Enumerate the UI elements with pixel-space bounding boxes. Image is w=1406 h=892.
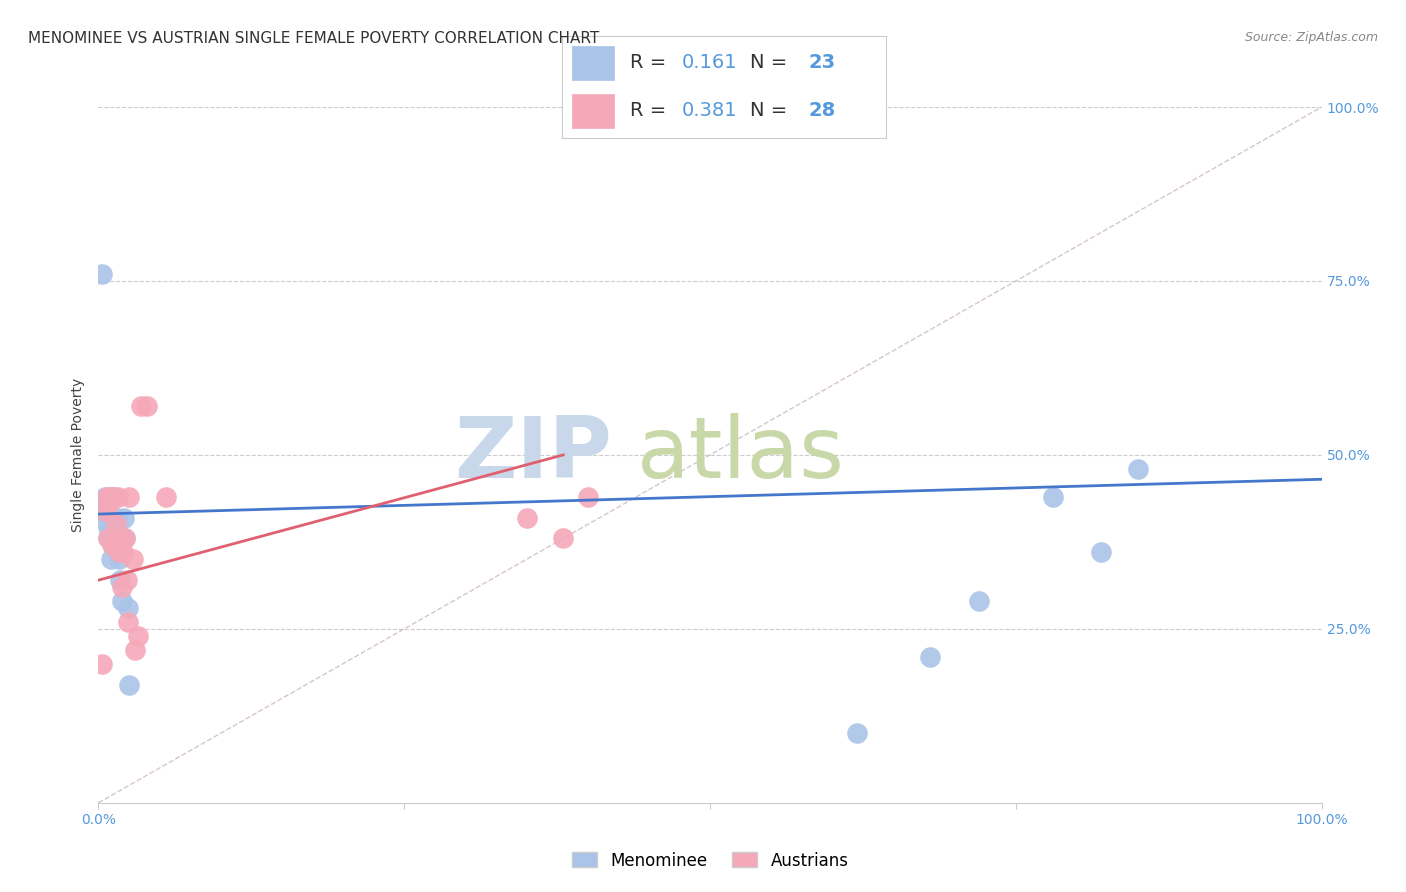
- Text: R =: R =: [630, 53, 673, 72]
- Point: [100, 490, 122, 504]
- Legend: Menominee, Austrians: Menominee, Austrians: [564, 843, 856, 878]
- Point: [124, 642, 146, 657]
- Point: [553, 532, 575, 546]
- Point: [91, 503, 114, 517]
- Point: [129, 399, 152, 413]
- Point: [96, 490, 118, 504]
- Point: [515, 510, 537, 524]
- Point: [1128, 462, 1150, 476]
- Point: [91, 267, 114, 281]
- Point: [111, 580, 134, 594]
- Point: [93, 490, 115, 504]
- Point: [155, 490, 177, 504]
- Point: [100, 552, 122, 566]
- Point: [97, 532, 120, 546]
- Point: [93, 503, 115, 517]
- Point: [101, 490, 124, 504]
- Point: [112, 510, 135, 524]
- Point: [115, 573, 138, 587]
- Point: [104, 517, 127, 532]
- Point: [107, 490, 129, 504]
- Text: N =: N =: [749, 53, 793, 72]
- Point: [117, 615, 139, 629]
- Point: [576, 490, 599, 504]
- Text: Source: ZipAtlas.com: Source: ZipAtlas.com: [1244, 31, 1378, 45]
- Text: 0.381: 0.381: [682, 101, 738, 120]
- Point: [110, 532, 132, 546]
- Point: [105, 510, 128, 524]
- Point: [97, 532, 120, 546]
- Point: [101, 538, 124, 552]
- Point: [100, 490, 122, 504]
- Point: [101, 538, 124, 552]
- Point: [94, 497, 117, 511]
- Text: MENOMINEE VS AUSTRIAN SINGLE FEMALE POVERTY CORRELATION CHART: MENOMINEE VS AUSTRIAN SINGLE FEMALE POVE…: [28, 31, 599, 46]
- Bar: [572, 45, 614, 79]
- Point: [114, 532, 136, 546]
- Point: [98, 497, 121, 511]
- Text: atlas: atlas: [637, 413, 845, 497]
- Point: [1042, 490, 1064, 504]
- Point: [117, 601, 139, 615]
- Point: [111, 594, 134, 608]
- Point: [127, 629, 149, 643]
- Y-axis label: Single Female Poverty: Single Female Poverty: [70, 378, 84, 532]
- Point: [845, 726, 868, 740]
- Point: [107, 532, 129, 546]
- Point: [96, 517, 118, 532]
- Point: [967, 594, 990, 608]
- Text: 0.161: 0.161: [682, 53, 738, 72]
- Point: [1090, 545, 1112, 559]
- Point: [121, 552, 143, 566]
- Point: [98, 524, 121, 539]
- Text: R =: R =: [630, 101, 673, 120]
- Text: 23: 23: [808, 53, 835, 72]
- Point: [114, 532, 136, 546]
- Text: ZIP: ZIP: [454, 413, 612, 497]
- Point: [108, 545, 131, 559]
- Point: [118, 490, 141, 504]
- Point: [103, 490, 125, 504]
- Text: N =: N =: [749, 101, 793, 120]
- Point: [118, 677, 141, 691]
- Point: [108, 552, 131, 566]
- Point: [91, 657, 114, 671]
- Point: [136, 399, 159, 413]
- Bar: [572, 95, 614, 128]
- Text: 28: 28: [808, 101, 835, 120]
- Point: [920, 649, 942, 664]
- Point: [110, 573, 132, 587]
- Point: [111, 545, 134, 559]
- Point: [105, 538, 128, 552]
- Point: [1261, 86, 1284, 100]
